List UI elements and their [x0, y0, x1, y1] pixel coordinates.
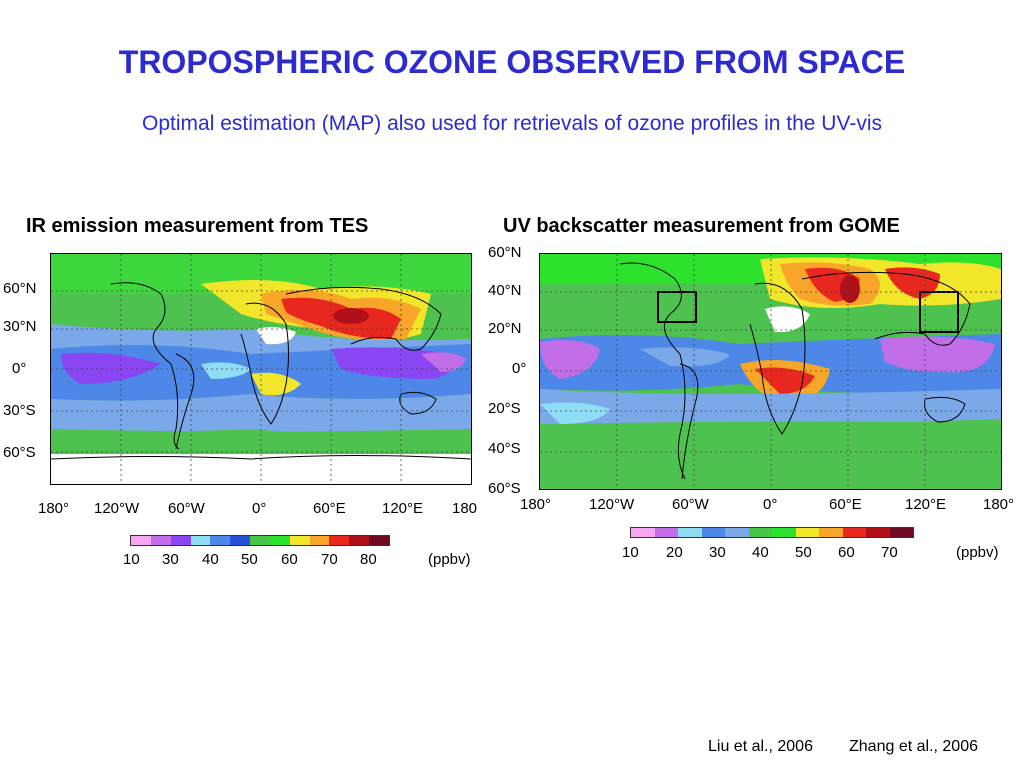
left-cb-tick: 50 — [241, 551, 258, 568]
left-colorbar-swatch-11 — [349, 536, 370, 545]
gome-map-graphic — [540, 254, 1001, 489]
right-cb-tick: 10 — [622, 544, 639, 561]
right-colorbar-swatch-2 — [678, 528, 702, 537]
right-lat-tick-0: 0° — [512, 360, 527, 377]
right-lat-tick-20n: 20°N — [488, 320, 522, 337]
right-colorbar-swatch-4 — [725, 528, 749, 537]
left-colorbar-swatch-8 — [289, 536, 310, 545]
right-colorbar-swatch-5 — [748, 528, 772, 537]
left-colorbar-swatch-4 — [210, 536, 231, 545]
left-colorbar-swatch-1 — [150, 536, 171, 545]
right-lat-tick-40n: 40°N — [488, 282, 522, 299]
right-lon-tick-60w: 60°W — [672, 496, 709, 513]
page-subtitle: Optimal estimation (MAP) also used for r… — [142, 112, 882, 135]
citation-liu: Liu et al., 2006 — [708, 738, 813, 755]
left-lon-tick-120e: 120°E — [382, 500, 424, 517]
left-cb-tick: 70 — [321, 551, 338, 568]
gome-ozone-map — [539, 253, 1002, 490]
right-lat-tick-20s: 20°S — [488, 400, 521, 417]
right-cb-tick: 20 — [666, 544, 683, 561]
left-cb-tick: 60 — [281, 551, 298, 568]
left-panel-title: IR emission measurement from TES — [26, 215, 369, 237]
right-lon-tick-120w: 120°W — [589, 496, 635, 513]
left-colorbar-swatch-7 — [269, 536, 290, 545]
left-colorbar-swatch-0 — [131, 536, 151, 545]
right-lon-tick-120e: 120°E — [905, 496, 947, 513]
left-cb-tick: 10 — [123, 551, 140, 568]
right-colorbar-swatch-1 — [654, 528, 678, 537]
right-colorbar-swatch-3 — [701, 528, 725, 537]
left-colorbar-swatch-9 — [309, 536, 330, 545]
left-lon-tick-60w: 60°W — [168, 500, 205, 517]
left-lat-tick-0: 0° — [12, 360, 27, 377]
left-cb-tick: 40 — [202, 551, 219, 568]
left-colorbar-swatch-10 — [329, 536, 350, 545]
right-lat-tick-60n: 60°N — [488, 244, 522, 261]
left-lon-tick-180e: 180 — [452, 500, 478, 517]
right-colorbar-swatch-10 — [866, 528, 890, 537]
left-lat-tick-30n: 30°N — [3, 318, 37, 335]
right-cb-tick: 70 — [881, 544, 898, 561]
right-lon-tick-180e: 180° — [983, 496, 1015, 513]
right-lon-tick-180w: 180° — [520, 496, 552, 513]
right-cb-tick: 50 — [795, 544, 812, 561]
right-colorbar — [630, 527, 914, 538]
left-lon-tick-120w: 120°W — [94, 500, 140, 517]
left-lat-tick-60s: 60°S — [3, 444, 36, 461]
right-colorbar-swatch-6 — [772, 528, 796, 537]
left-cb-tick: 80 — [360, 551, 377, 568]
left-cb-tick: 30 — [162, 551, 179, 568]
right-lat-tick-60s: 60°S — [488, 480, 521, 497]
right-lon-tick-0: 0° — [763, 496, 778, 513]
left-lon-tick-180w: 180° — [38, 500, 70, 517]
left-lon-tick-0: 0° — [252, 500, 267, 517]
right-lat-tick-40s: 40°S — [488, 440, 521, 457]
left-colorbar-swatch-3 — [190, 536, 211, 545]
right-cb-tick: 40 — [752, 544, 769, 561]
right-colorbar-swatch-8 — [819, 528, 843, 537]
tes-map-graphic — [51, 254, 471, 484]
left-colorbar — [130, 535, 390, 546]
left-lat-tick-60n: 60°N — [3, 280, 37, 297]
right-cb-tick: 30 — [709, 544, 726, 561]
right-colorbar-swatch-11 — [889, 528, 913, 537]
left-colorbar-swatch-6 — [250, 536, 270, 545]
right-colorbar-swatch-9 — [842, 528, 866, 537]
left-colorbar-swatch-2 — [170, 536, 191, 545]
left-colorbar-swatch-5 — [230, 536, 251, 545]
right-colorbar-swatch-7 — [795, 528, 819, 537]
right-cb-tick: 60 — [838, 544, 855, 561]
right-colorbar-swatch-0 — [631, 528, 655, 537]
right-cb-unit: (ppbv) — [956, 544, 999, 561]
left-cb-unit: (ppbv) — [428, 551, 471, 568]
right-panel-title: UV backscatter measurement from GOME — [503, 215, 900, 237]
left-lon-tick-60e: 60°E — [313, 500, 346, 517]
right-lon-tick-60e: 60°E — [829, 496, 862, 513]
tes-ozone-map — [50, 253, 472, 485]
left-lat-tick-30s: 30°S — [3, 402, 36, 419]
page-title: TROPOSPHERIC OZONE OBSERVED FROM SPACE — [118, 44, 906, 80]
citation-zhang: Zhang et al., 2006 — [849, 738, 978, 755]
left-colorbar-swatch-12 — [369, 536, 389, 545]
